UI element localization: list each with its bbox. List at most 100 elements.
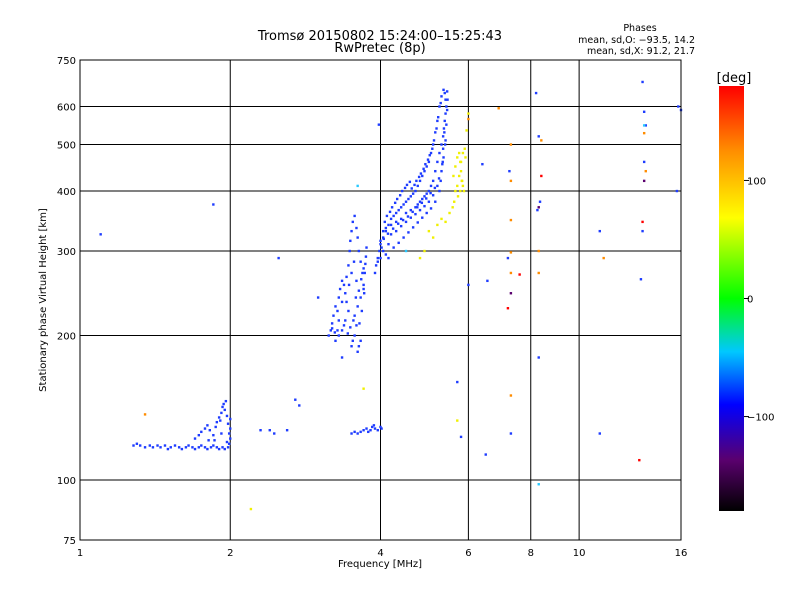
- data-point: [431, 143, 435, 146]
- data-point: [434, 169, 437, 173]
- data-point: [537, 206, 540, 209]
- data-point: [379, 425, 382, 429]
- data-point: [373, 271, 377, 275]
- data-point: [344, 292, 347, 295]
- data-point: [362, 387, 365, 390]
- data-point: [400, 189, 404, 193]
- colorbar-ticks: 100 0 −100: [744, 176, 774, 424]
- data-point: [356, 350, 359, 353]
- data-point: [443, 143, 447, 146]
- colorbar-tick-label: 100: [747, 176, 766, 187]
- data-point: [416, 203, 419, 206]
- data-point: [642, 110, 646, 113]
- data-point: [347, 309, 350, 313]
- data-point: [414, 212, 417, 216]
- data-point: [417, 175, 421, 179]
- data-point: [456, 380, 459, 384]
- data-point: [336, 309, 339, 313]
- data-point: [403, 186, 407, 190]
- data-point: [415, 179, 418, 183]
- data-point: [481, 162, 484, 166]
- data-point: [344, 319, 347, 322]
- data-point: [353, 314, 356, 317]
- data-point: [285, 429, 289, 432]
- data-point: [399, 206, 403, 209]
- data-point: [373, 427, 377, 430]
- data-point: [536, 208, 539, 212]
- data-point: [537, 135, 540, 138]
- data-point: [359, 296, 362, 299]
- data-point: [506, 307, 510, 310]
- data-point: [393, 201, 397, 205]
- data-point: [132, 444, 135, 447]
- data-point: [163, 444, 167, 447]
- data-point: [355, 279, 358, 283]
- data-point: [209, 446, 213, 449]
- data-point: [364, 262, 367, 266]
- data-point: [219, 419, 222, 422]
- data-point: [409, 216, 412, 219]
- data-point: [431, 147, 434, 150]
- data-point: [356, 184, 359, 188]
- data-point: [215, 420, 219, 424]
- data-point: [376, 429, 379, 432]
- data-point: [220, 432, 223, 435]
- x-tick-label: 4: [377, 548, 383, 559]
- data-point: [337, 334, 341, 337]
- data-point: [334, 339, 337, 343]
- data-point: [509, 179, 513, 183]
- data-point: [360, 309, 364, 313]
- data-point: [444, 139, 447, 142]
- data-point: [429, 151, 433, 155]
- data-point: [394, 220, 398, 224]
- data-point: [423, 195, 426, 198]
- data-point: [457, 151, 461, 155]
- chart-title: Tromsø 20150802 15:24:00–15:25:43: [257, 29, 502, 44]
- data-point: [444, 98, 447, 101]
- data-point: [135, 442, 139, 445]
- data-point: [642, 179, 646, 183]
- x-tick-label: 2: [227, 548, 233, 559]
- data-point: [394, 229, 398, 233]
- data-point: [399, 217, 403, 221]
- data-point: [180, 447, 184, 451]
- data-point: [402, 236, 405, 239]
- data-point: [641, 220, 644, 224]
- data-point: [397, 241, 400, 245]
- data-point: [222, 402, 225, 406]
- data-point: [467, 117, 470, 121]
- data-point: [423, 249, 426, 253]
- data-point: [509, 271, 513, 275]
- data-point: [421, 197, 424, 201]
- data-point: [402, 203, 405, 206]
- data-point: [421, 174, 424, 178]
- data-point: [197, 446, 201, 449]
- data-point: [221, 405, 224, 409]
- data-point: [191, 446, 194, 449]
- data-point: [374, 264, 378, 267]
- chart-subtitle: RwPretec (8p): [334, 41, 425, 56]
- data-point: [353, 430, 356, 434]
- data-point: [598, 229, 601, 233]
- data-point: [340, 279, 344, 283]
- data-point: [441, 160, 444, 164]
- data-point: [451, 206, 454, 209]
- data-point: [226, 422, 230, 425]
- data-point: [405, 183, 409, 187]
- data-point: [454, 189, 457, 193]
- data-point: [448, 211, 451, 215]
- data-point: [187, 444, 190, 447]
- data-point: [423, 204, 426, 208]
- data-point: [203, 427, 207, 430]
- y-tick-label: 300: [57, 247, 76, 258]
- grid-lines: [80, 60, 681, 540]
- data-point: [401, 218, 405, 222]
- y-tick-label: 200: [57, 332, 76, 343]
- data-point: [445, 123, 448, 126]
- data-point: [459, 169, 463, 173]
- data-point: [509, 143, 513, 146]
- data-point: [418, 179, 422, 183]
- data-point: [349, 239, 352, 243]
- data-point: [371, 425, 374, 429]
- y-tick-label: 600: [57, 103, 76, 114]
